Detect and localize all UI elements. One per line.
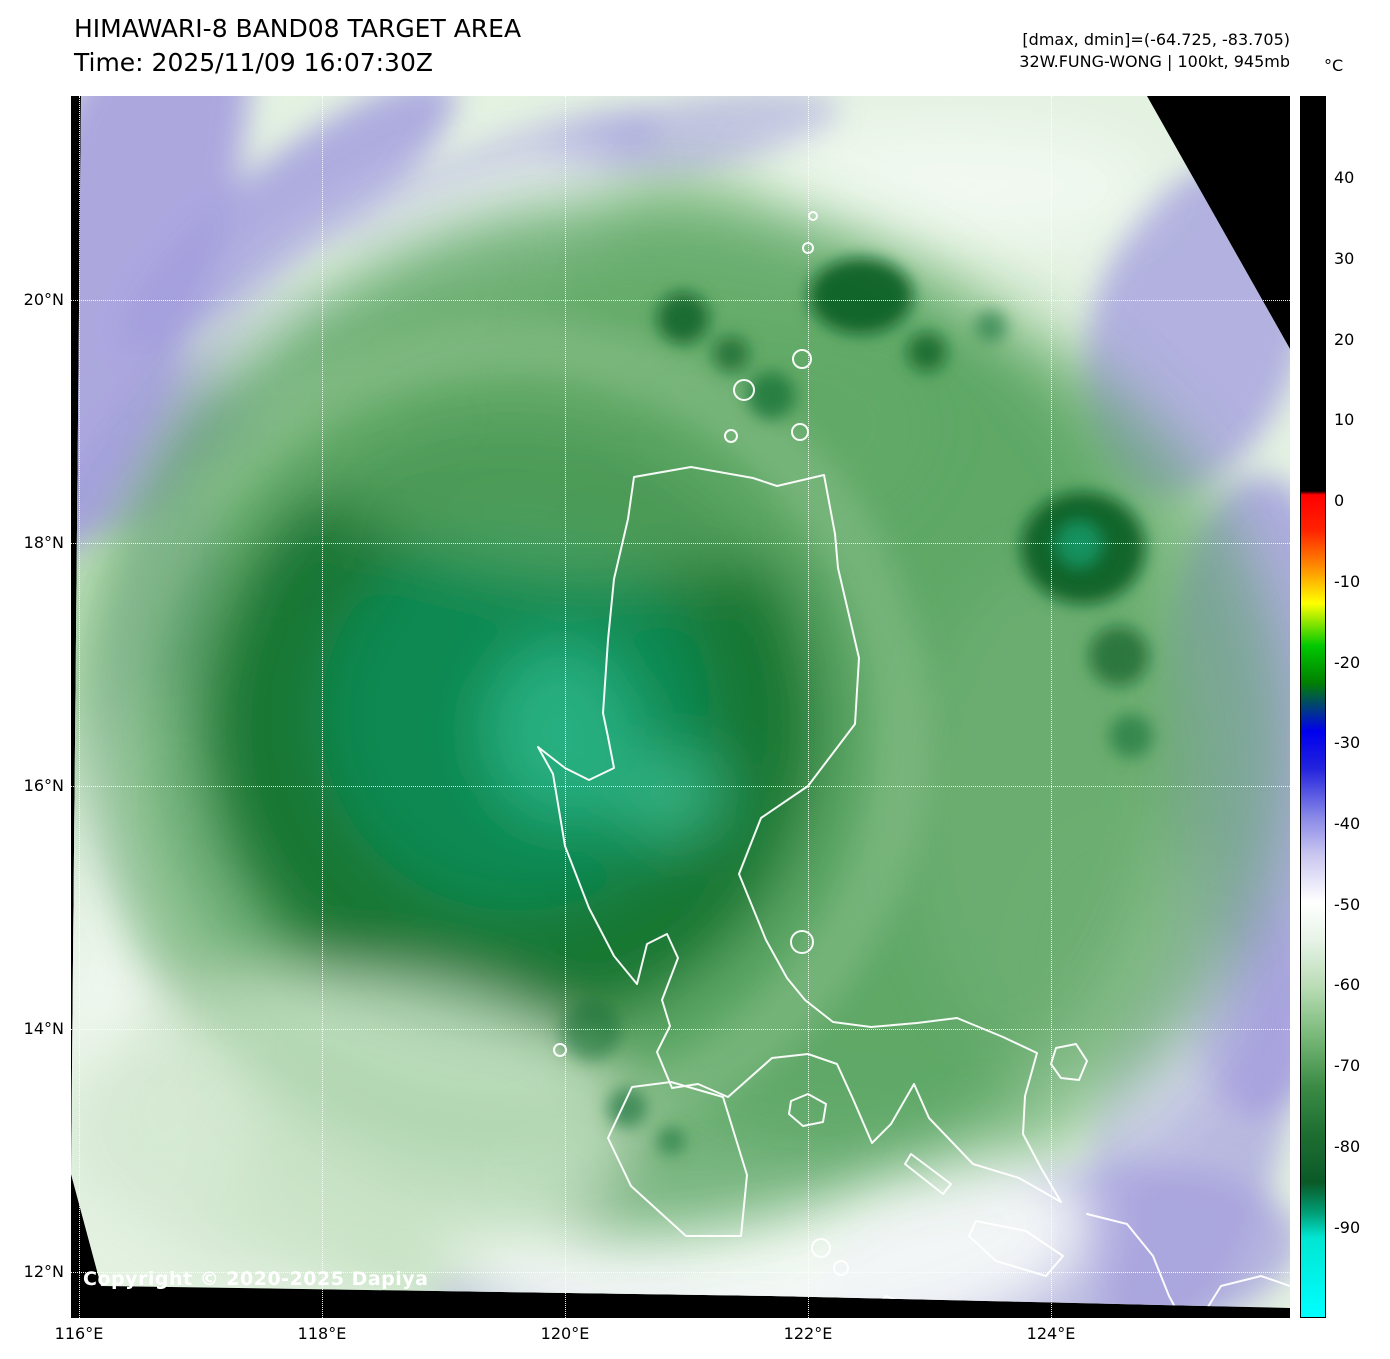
- storm-info-annotation: 32W.FUNG-WONG | 100kt, 945mb: [1019, 52, 1290, 71]
- satellite-imagery: [71, 96, 1290, 1318]
- colorbar-tick--30: -30: [1334, 733, 1361, 753]
- product-time: Time: 2025/11/09 16:07:30Z: [74, 48, 433, 77]
- lon-tick-label: 122°E: [783, 1324, 833, 1343]
- colorbar-tick--40: -40: [1334, 814, 1361, 834]
- colorbar-tick--20: -20: [1334, 652, 1361, 672]
- colorbar-tick-0: 0: [1334, 491, 1345, 511]
- colorbar: [1300, 96, 1326, 1318]
- lat-tick-label: 14°N: [23, 1019, 64, 1038]
- cloud-field: [71, 96, 1290, 1308]
- colorbar-tick--70: -70: [1334, 1056, 1361, 1076]
- colorbar-tick--90: -90: [1334, 1217, 1361, 1237]
- lat-tick-label: 18°N: [23, 533, 64, 552]
- colorbar-tick--80: -80: [1334, 1136, 1361, 1156]
- colorbar-tick-20: 20: [1334, 329, 1355, 349]
- lon-tick-label: 118°E: [297, 1324, 347, 1343]
- product-title: HIMAWARI-8 BAND08 TARGET AREA: [74, 14, 522, 43]
- lat-tick-label: 12°N: [23, 1262, 64, 1281]
- colorbar-tick--60: -60: [1334, 975, 1361, 995]
- colorbar-tick--10: -10: [1334, 571, 1361, 591]
- colorbar-tick-40: 40: [1334, 168, 1355, 188]
- lat-tick-label: 20°N: [23, 290, 64, 309]
- colorbar-unit-label: °C: [1324, 56, 1344, 75]
- lon-tick-label: 116°E: [54, 1324, 104, 1343]
- lon-tick-label: 124°E: [1026, 1324, 1076, 1343]
- colorbar-tick--50: -50: [1334, 894, 1361, 914]
- colorbar-tick-10: 10: [1334, 410, 1355, 430]
- map-frame: Copyright © 2020-2025 Dapiya: [71, 96, 1290, 1318]
- colorbar-tick-30: 30: [1334, 249, 1355, 269]
- copyright-text: Copyright © 2020-2025 Dapiya: [83, 1268, 429, 1290]
- lon-tick-label: 120°E: [540, 1324, 590, 1343]
- lat-tick-label: 16°N: [23, 776, 64, 795]
- dmax-dmin-annotation: [dmax, dmin]=(-64.725, -83.705): [1022, 30, 1290, 49]
